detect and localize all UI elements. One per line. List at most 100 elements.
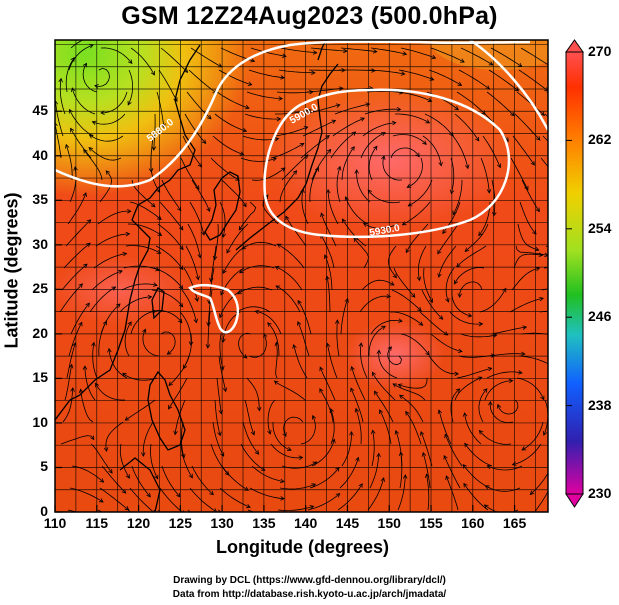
- streamline: [442, 201, 461, 234]
- streamline-arrow: [437, 409, 442, 415]
- streamline: [407, 157, 423, 188]
- streamline-arrow: [335, 493, 341, 498]
- streamline: [188, 69, 217, 94]
- colorbar-tick-label: 230: [588, 485, 612, 501]
- streamline: [219, 487, 251, 508]
- streamline-arrow: [442, 229, 447, 235]
- streamline-arrow: [417, 306, 422, 312]
- streamline: [180, 443, 193, 479]
- streamline: [183, 267, 198, 302]
- streamline-arrow: [221, 233, 227, 238]
- streamline: [488, 353, 525, 357]
- streamline-arrow: [405, 410, 410, 416]
- streamline: [249, 487, 285, 500]
- streamline: [362, 122, 396, 137]
- streamline-arrow: [125, 231, 131, 237]
- streamline-arrow: [535, 136, 541, 141]
- streamline: [310, 47, 347, 52]
- streamline: [272, 126, 308, 137]
- streamline-arrow: [454, 371, 460, 377]
- streamline: [512, 443, 542, 465]
- streamline: [301, 189, 309, 225]
- streamline: [65, 219, 91, 247]
- streamline: [426, 474, 430, 511]
- streamline-arrow: [292, 344, 297, 349]
- streamline-arrow: [418, 321, 424, 326]
- streamline: [121, 283, 157, 291]
- coastline-philippines: [147, 370, 186, 451]
- streamline: [396, 91, 432, 102]
- streamline-arrow: [530, 160, 535, 166]
- streamline: [464, 223, 489, 252]
- streamline-arrow: [391, 120, 397, 126]
- streamline: [150, 443, 159, 479]
- streamline-arrow: [197, 162, 203, 168]
- streamline: [222, 245, 247, 274]
- streamline-arrow: [151, 146, 157, 151]
- streamline-arrow: [424, 473, 430, 479]
- streamline-arrow: [535, 266, 541, 272]
- streamline-arrow: [239, 269, 244, 274]
- streamline: [514, 113, 541, 141]
- streamline: [242, 421, 259, 455]
- streamline-arrow: [250, 430, 255, 436]
- streamline: [399, 394, 424, 423]
- streamline-arrow: [299, 142, 305, 148]
- streamline-arrow: [312, 50, 318, 55]
- streamline: [160, 47, 188, 73]
- streamline-arrow: [179, 225, 184, 231]
- streamline-arrow: [178, 302, 184, 308]
- streamline-arrow: [386, 293, 392, 299]
- streamline-arrow: [350, 146, 355, 151]
- streamline: [105, 421, 124, 452]
- streamline: [69, 109, 94, 137]
- streamline: [279, 483, 316, 490]
- streamline: [330, 408, 335, 445]
- streamline-arrow: [209, 490, 214, 496]
- streamline-arrow: [478, 321, 484, 327]
- streamline-arrow: [392, 273, 397, 279]
- streamline: [392, 383, 426, 401]
- streamline-arrow: [394, 429, 399, 435]
- streamline: [55, 100, 64, 137]
- streamline: [534, 490, 548, 512]
- streamline-arrow: [484, 485, 490, 490]
- streamline: [278, 69, 315, 74]
- streamline-arrow: [376, 452, 381, 458]
- streamline: [276, 91, 313, 94]
- streamline: [89, 134, 124, 142]
- streamline-arrow: [83, 263, 88, 269]
- x-tick-label: 160: [461, 515, 485, 531]
- streamline: [420, 431, 433, 467]
- streamline: [219, 201, 226, 238]
- streamline: [248, 333, 267, 358]
- streamline-arrow: [78, 388, 84, 394]
- streamline-arrow: [303, 126, 309, 131]
- streamline: [388, 245, 397, 278]
- streamline-arrow: [464, 247, 470, 252]
- streamline-arrow: [402, 474, 408, 479]
- streamline-arrow: [425, 119, 431, 124]
- streamline-arrow: [156, 249, 162, 254]
- streamline-arrow: [320, 212, 325, 218]
- streamline: [207, 289, 213, 326]
- streamline: [69, 487, 104, 503]
- y-tick-label: 25: [32, 280, 48, 297]
- x-tick-label: 115: [85, 515, 109, 531]
- streamline-arrow: [179, 265, 184, 271]
- streamline-arrow: [78, 283, 83, 288]
- streamline: [521, 179, 540, 212]
- streamline: [92, 342, 98, 379]
- streamline: [480, 157, 490, 193]
- geopotential-contours: [55, 40, 548, 334]
- streamline: [351, 366, 366, 401]
- streamline-arrow: [254, 309, 260, 315]
- streamline-arrow: [124, 506, 130, 511]
- streamline: [339, 457, 359, 489]
- streamline-arrow: [226, 248, 231, 254]
- streamline: [309, 167, 319, 203]
- streamline: [153, 113, 156, 151]
- streamline-arrow: [274, 265, 280, 271]
- streamline: [398, 377, 428, 389]
- streamline-arrow: [65, 143, 70, 149]
